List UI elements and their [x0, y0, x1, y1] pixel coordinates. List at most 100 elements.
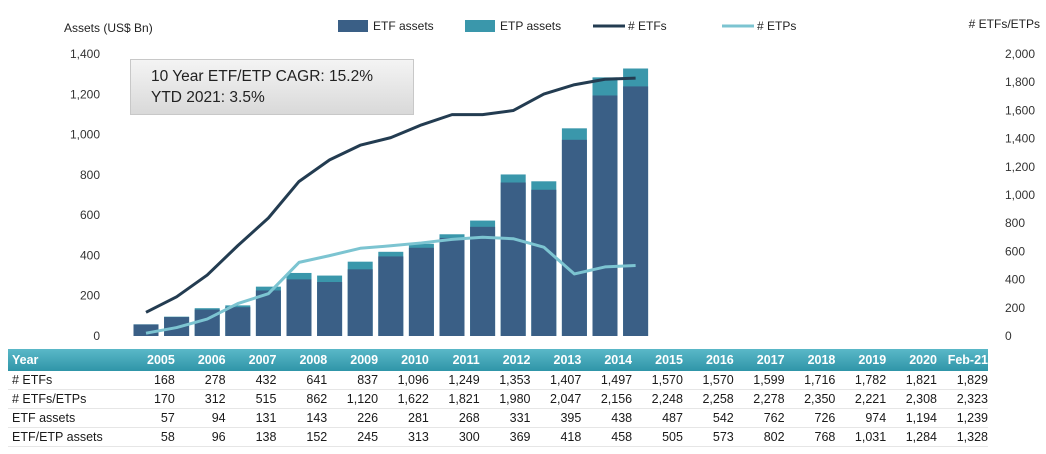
table-cell: 131 — [225, 408, 277, 428]
table-cell: 2008 — [276, 349, 328, 371]
table-cell: 1,194 — [886, 408, 937, 428]
table-cell: 2015 — [632, 349, 683, 371]
table-cell: 2005 — [124, 349, 175, 371]
table-cell: 1,497 — [581, 371, 633, 390]
table-cell: 94 — [174, 408, 226, 428]
table-cell: 2,350 — [784, 389, 836, 409]
table-cell: 2,278 — [733, 389, 785, 409]
y-tick-label: 600 — [80, 208, 100, 222]
table-cell: 862 — [276, 389, 328, 409]
table-row: ETF/ETP assets 58 96 138 152 245 313 300 369 418 4… — [8, 427, 988, 447]
table-cell: 143 — [276, 408, 328, 428]
table-cell: 1,328 — [937, 427, 988, 447]
table-cell: 168 — [124, 371, 175, 390]
cagr-callout: 10 Year ETF/ETP CAGR: 15.2% YTD 2021: 3.… — [130, 59, 414, 115]
table-cell: 1,599 — [733, 371, 785, 390]
y2-tick-label: 200 — [1005, 301, 1025, 315]
y2-tick-label: 800 — [1005, 216, 1025, 230]
table-cell: 2,047 — [530, 389, 582, 409]
table-cell: 2009 — [327, 349, 379, 371]
table-cell: 438 — [581, 408, 633, 428]
table-cell: 1,622 — [378, 389, 429, 409]
table-cell: 458 — [581, 427, 633, 447]
bar-etf-assets — [408, 247, 434, 336]
table-cell: 278 — [174, 371, 226, 390]
table-cell: 138 — [225, 427, 277, 447]
y-tick-label: 400 — [80, 248, 100, 262]
table-cell: 96 — [174, 427, 226, 447]
y2-tick-label: 400 — [1005, 273, 1025, 287]
bars — [133, 68, 649, 337]
y-tick-label: 200 — [80, 289, 100, 303]
bar-etf-assets — [623, 86, 649, 337]
bar-etf-assets — [378, 256, 404, 336]
table-cell: 1,821 — [428, 389, 480, 409]
y-tick-label: 1,400 — [70, 47, 100, 61]
table-cell: 2,323 — [937, 389, 988, 409]
lines — [145, 76, 636, 335]
table-cell: 802 — [733, 427, 785, 447]
table-cell: 2019 — [835, 349, 887, 371]
bar-etf-assets — [347, 269, 373, 336]
bar-etf-assets — [531, 189, 557, 336]
table-row: # ETFs/ETPs 170 312 515 862 1,120 1,622 1,821 1,… — [8, 389, 988, 409]
legend-label: ETF assets — [373, 19, 434, 33]
table-cell: 2014 — [581, 349, 633, 371]
table-cell: 573 — [682, 427, 734, 447]
table-cell: 1,570 — [682, 371, 734, 390]
bar-etf-assets — [470, 226, 496, 336]
data-table: Year 2005 2006 2007 2008 2009 2010 2011 2012 2013… — [8, 349, 988, 447]
table-cell: 281 — [378, 408, 429, 428]
table-cell: 369 — [479, 427, 531, 447]
bar-etf-assets — [439, 237, 465, 336]
table-cell: 1,570 — [632, 371, 683, 390]
table-header-row: Year 2005 2006 2007 2008 2009 2010 2011 2012 2013… — [8, 349, 988, 371]
callout-line-2: YTD 2021: 3.5% — [151, 89, 265, 106]
row-label: Year — [8, 349, 124, 371]
bar-etf-assets — [561, 139, 587, 336]
bar-etf-assets — [592, 95, 618, 336]
table-cell: 331 — [479, 408, 531, 428]
table-cell: 1,716 — [784, 371, 836, 390]
legend-swatch — [338, 20, 368, 32]
y2-tick-label: 1,800 — [1005, 75, 1035, 89]
table-cell: 2012 — [479, 349, 531, 371]
table-cell: 837 — [327, 371, 379, 390]
row-label: # ETFs/ETPs — [8, 389, 124, 409]
table-cell: 2011 — [428, 349, 480, 371]
table-cell: 2,156 — [581, 389, 633, 409]
bar-etf-assets — [133, 324, 159, 336]
table-cell: 641 — [276, 371, 328, 390]
table-cell: 2018 — [784, 349, 836, 371]
table-cell: 1,782 — [835, 371, 887, 390]
table-cell: 1,407 — [530, 371, 582, 390]
legend-label: # ETPs — [757, 19, 796, 33]
table-cell: 152 — [276, 427, 328, 447]
row-label: ETF assets — [8, 408, 124, 428]
table-cell: 505 — [632, 427, 683, 447]
table-cell: 1,249 — [428, 371, 480, 390]
table-cell: 57 — [124, 408, 175, 428]
legend-label: ETP assets — [500, 19, 561, 33]
axes: Assets (US$ Bn) # ETFs/ETPs 0 200 400 600 800 1… — [64, 17, 1040, 343]
table-cell: 170 — [124, 389, 175, 409]
table-cell: 1,120 — [327, 389, 379, 409]
table-cell: 268 — [428, 408, 480, 428]
table-cell: 726 — [784, 408, 836, 428]
callout-line-1: 10 Year ETF/ETP CAGR: 15.2% — [151, 68, 373, 85]
table-cell: 432 — [225, 371, 277, 390]
table-cell: 515 — [225, 389, 277, 409]
row-label: # ETFs — [8, 371, 124, 390]
table-cell: 226 — [327, 408, 379, 428]
table-cell: 762 — [733, 408, 785, 428]
table-cell: 768 — [784, 427, 836, 447]
table-cell: 1,821 — [886, 371, 937, 390]
chart: ETF assets ETP assets # ETFs # ETPs Assets … — [64, 17, 1040, 343]
table-cell: 1,284 — [886, 427, 937, 447]
table-cell: 1,980 — [479, 389, 531, 409]
line-num-etps — [145, 235, 636, 335]
table-cell: 2016 — [682, 349, 734, 371]
table-cell: 2,258 — [682, 389, 734, 409]
legend: ETF assets ETP assets # ETFs # ETPs — [338, 19, 796, 33]
table-cell: 58 — [124, 427, 175, 447]
